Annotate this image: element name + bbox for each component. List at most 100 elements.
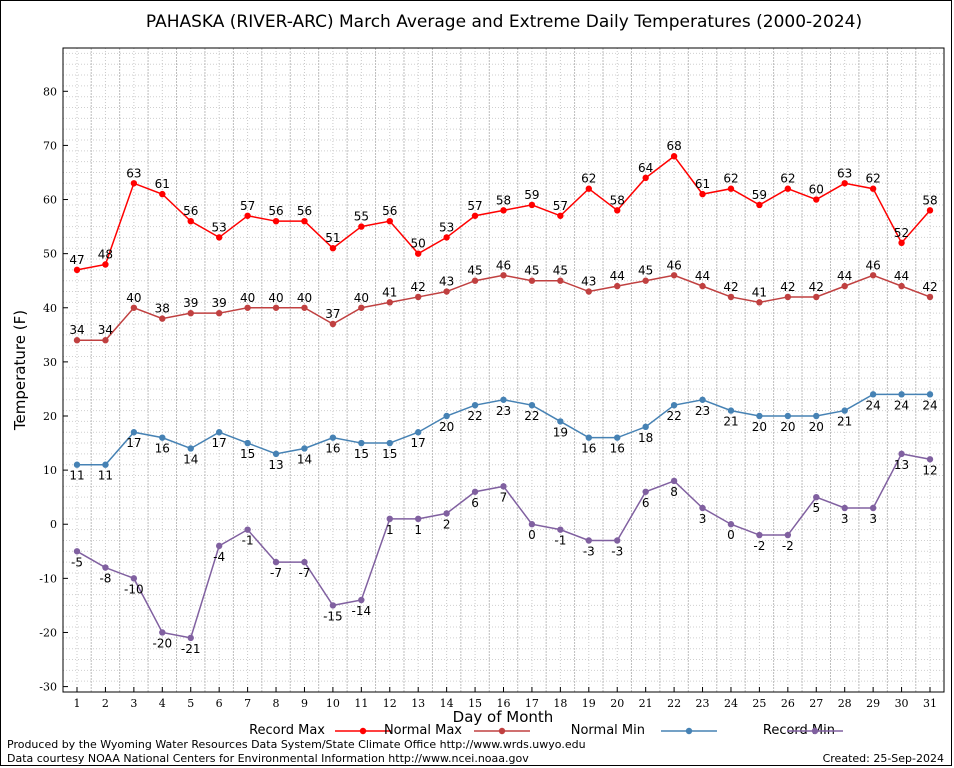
record-max-data-label: 56 bbox=[268, 204, 283, 218]
normal-max-point bbox=[926, 293, 934, 301]
record-min-data-label: 5 bbox=[812, 501, 820, 515]
normal-max-data-label: 39 bbox=[212, 296, 227, 310]
normal-min-point bbox=[841, 407, 848, 414]
normal-max-data-label: 34 bbox=[98, 323, 113, 337]
normal-max-point bbox=[699, 282, 706, 290]
normal-min-data-label: 18 bbox=[638, 431, 653, 445]
normal-min-data-label: 20 bbox=[439, 420, 454, 434]
normal-max-data-label: 40 bbox=[126, 291, 141, 305]
record-min-data-label: -21 bbox=[181, 642, 201, 656]
record-min-point bbox=[756, 531, 763, 539]
normal-min-data-label: 16 bbox=[325, 442, 340, 456]
record-min-point bbox=[159, 629, 166, 636]
normal-min-point bbox=[813, 412, 820, 420]
normal-max-data-label: 38 bbox=[155, 302, 170, 316]
normal-min-point bbox=[187, 445, 194, 452]
x-tick-label: 15 bbox=[468, 697, 482, 710]
normal-max-data-label: 41 bbox=[382, 285, 397, 299]
x-tick-label: 31 bbox=[923, 697, 937, 710]
record-max-point bbox=[187, 217, 194, 225]
y-tick-label: -30 bbox=[39, 681, 57, 694]
normal-min-data-label: 17 bbox=[212, 436, 227, 450]
normal-min-point bbox=[73, 461, 81, 468]
normal-max-data-label: 45 bbox=[467, 264, 482, 278]
normal-max-data-label: 46 bbox=[865, 258, 880, 272]
record-max-data-label: 61 bbox=[155, 177, 170, 191]
x-tick-label: 6 bbox=[216, 697, 223, 710]
record-max-point bbox=[642, 174, 649, 182]
normal-max-point bbox=[670, 272, 678, 279]
x-tick-label: 23 bbox=[696, 697, 710, 710]
record-max-point bbox=[215, 234, 223, 241]
record-max-point bbox=[841, 180, 848, 187]
y-tick-label: 10 bbox=[43, 464, 57, 477]
normal-min-data-label: 14 bbox=[297, 452, 312, 466]
normal-min-data-label: 15 bbox=[354, 447, 369, 461]
record-min-point bbox=[102, 564, 109, 571]
record-min-point bbox=[329, 602, 337, 609]
normal-min-data-label: 11 bbox=[98, 469, 113, 483]
normal-min-point bbox=[159, 434, 166, 441]
record-max-data-label: 57 bbox=[240, 199, 255, 213]
y-tick-label: 0 bbox=[50, 518, 57, 531]
record-max-data-label: 68 bbox=[666, 139, 681, 153]
record-max-point bbox=[784, 185, 792, 192]
x-tick-label: 17 bbox=[525, 697, 539, 710]
record-max-data-label: 58 bbox=[610, 193, 625, 207]
record-min-data-label: -3 bbox=[583, 544, 595, 558]
normal-min-point bbox=[557, 418, 564, 425]
record-max-data-label: 60 bbox=[809, 183, 824, 197]
normal-max-point bbox=[130, 304, 138, 311]
record-max-data-label: 62 bbox=[780, 172, 795, 186]
record-max-data-label: 53 bbox=[439, 220, 454, 234]
normal-max-point bbox=[727, 293, 735, 301]
legend-label-normal-max: Normal Max bbox=[384, 723, 462, 738]
x-tick-label: 14 bbox=[440, 697, 454, 710]
x-tick-label: 29 bbox=[866, 697, 880, 710]
normal-min-point bbox=[471, 401, 479, 409]
normal-min-point bbox=[670, 401, 678, 409]
record-max-data-label: 51 bbox=[325, 231, 340, 245]
normal-max-point bbox=[898, 282, 905, 290]
normal-max-data-label: 42 bbox=[411, 280, 426, 294]
y-tick-label: -20 bbox=[39, 626, 57, 639]
record-min-point bbox=[73, 548, 81, 555]
record-max-data-label: 62 bbox=[581, 172, 596, 186]
x-tick-label: 26 bbox=[781, 697, 795, 710]
record-min-data-label: -4 bbox=[213, 550, 225, 564]
normal-max-data-label: 45 bbox=[553, 264, 568, 278]
x-tick-label: 24 bbox=[724, 697, 738, 710]
record-max-data-label: 57 bbox=[467, 199, 482, 213]
record-min-data-label: -5 bbox=[71, 555, 83, 569]
normal-max-data-label: 41 bbox=[752, 285, 767, 299]
record-max-point bbox=[471, 212, 479, 219]
record-min-point bbox=[614, 537, 621, 544]
footer-produced: Produced by the Wyoming Water Resources … bbox=[7, 738, 586, 751]
record-max-point bbox=[130, 180, 138, 187]
x-tick-label: 4 bbox=[159, 697, 166, 710]
normal-min-data-label: 23 bbox=[496, 404, 511, 418]
normal-min-point bbox=[756, 412, 763, 420]
normal-min-point bbox=[642, 423, 649, 431]
normal-min-data-label: 16 bbox=[155, 442, 170, 456]
record-min-data-label: -3 bbox=[611, 544, 623, 558]
x-tick-label: 28 bbox=[838, 697, 852, 710]
legend-label-normal-min: Normal Min bbox=[571, 723, 645, 738]
record-max-point bbox=[301, 217, 308, 225]
normal-max-point bbox=[415, 293, 422, 301]
normal-min-data-label: 22 bbox=[666, 409, 681, 423]
normal-min-point bbox=[244, 439, 251, 447]
normal-min-point bbox=[272, 450, 280, 458]
y-tick-label: -10 bbox=[39, 572, 57, 585]
normal-min-point bbox=[528, 401, 536, 409]
record-min-point bbox=[898, 450, 905, 458]
record-min-data-label: 6 bbox=[642, 496, 650, 510]
normal-max-point bbox=[813, 293, 820, 301]
record-max-point bbox=[528, 201, 536, 209]
record-min-data-label: -1 bbox=[554, 534, 566, 548]
record-max-data-label: 63 bbox=[837, 166, 852, 180]
normal-min-data-label: 24 bbox=[894, 398, 909, 412]
normal-max-data-label: 40 bbox=[297, 291, 312, 305]
record-max-point bbox=[244, 212, 251, 219]
record-min-data-label: 0 bbox=[528, 528, 536, 542]
